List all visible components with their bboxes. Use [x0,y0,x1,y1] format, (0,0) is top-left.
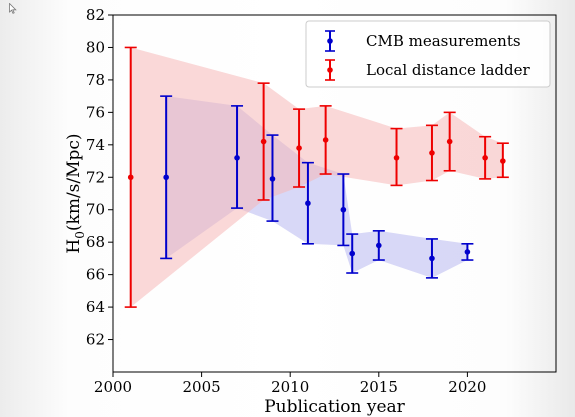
y-tick-label: 82 [86,6,105,24]
data-point-ladder [257,82,270,201]
marker-ladder [429,150,435,156]
y-axis-label-unit: (km/s/Mpc) [64,133,84,231]
data-point-cmb [301,161,314,245]
y-axis-label: H0(km/s/Mpc) [64,133,87,253]
x-axis-label: Publication year [264,397,405,417]
data-point-cmb [461,243,474,261]
marker-cmb [163,174,169,181]
legend-entry-cmb: CMB measurements [325,30,521,52]
y-tick-label: 76 [86,103,105,121]
data-point-ladder [293,108,306,188]
marker-cmb [376,242,382,249]
data-point-cmb [346,233,359,274]
y-tick-label: 66 [86,266,105,284]
marker-ladder [260,138,267,145]
x-tick-label: 2005 [183,378,221,396]
legend-entry-ladder: Local distance ladder [325,59,530,81]
legend-label: Local distance ladder [366,61,530,79]
marker-ladder [322,137,329,143]
data-point-cmb [231,105,244,209]
legend-label: CMB measurements [366,32,521,50]
marker-cmb [429,255,435,262]
y-axis-label-subscript: 0 [73,231,87,239]
legend-box [305,20,551,88]
data-point-cmb [337,173,350,247]
data-point-cmb [425,238,438,279]
marker-ladder [482,155,488,161]
error-bands [130,47,503,308]
y-tick-label: 62 [86,331,105,349]
marker-ladder [446,138,453,145]
y-tick-label: 74 [86,136,105,154]
marker-cmb [464,249,471,255]
marker-ladder [127,174,134,181]
data-point-ladder [390,127,403,187]
y-tick-label: 80 [86,38,105,56]
y-tick-label: 72 [86,168,105,186]
y-tick-label: 70 [86,201,105,219]
mouse-cursor-icon [9,3,17,14]
data-point-cmb [372,230,385,261]
y-tick-label: 78 [86,71,105,89]
marker-ladder [500,158,506,164]
x-tick-label: 2020 [448,378,486,396]
data-point-ladder [124,46,137,308]
marker-ladder [296,145,302,151]
marker-ladder [393,155,400,161]
data-point-cmb [160,95,173,260]
data-point-ladder [443,111,456,172]
data-point-ladder [319,105,332,175]
marker-cmb [269,176,276,182]
x-tick-label: 2000 [94,378,132,396]
x-tick-label: 2015 [360,378,398,396]
marker-cmb [349,250,356,257]
axis-ticks: 2000 2005 2010 2015 2020 62 64 66 68 70 72 74 76 78 80… [86,6,487,396]
data-point-ladder [496,142,509,179]
x-tick-label: 2010 [271,378,309,396]
y-axis-label-symbol: H [64,239,84,254]
legend: CMB measurements Local distance ladder [305,20,551,88]
marker-cmb [305,200,311,207]
plot-frame [112,14,557,373]
error-bars [124,46,509,308]
data-point-ladder [425,124,438,182]
data-point-cmb [266,134,279,222]
y-tick-label: 64 [86,298,105,316]
marker-cmb [340,206,347,213]
marker-cmb [234,155,240,161]
data-point-ladder [479,135,492,180]
y-tick-label: 68 [86,233,105,251]
error-band-ladder [130,47,503,308]
